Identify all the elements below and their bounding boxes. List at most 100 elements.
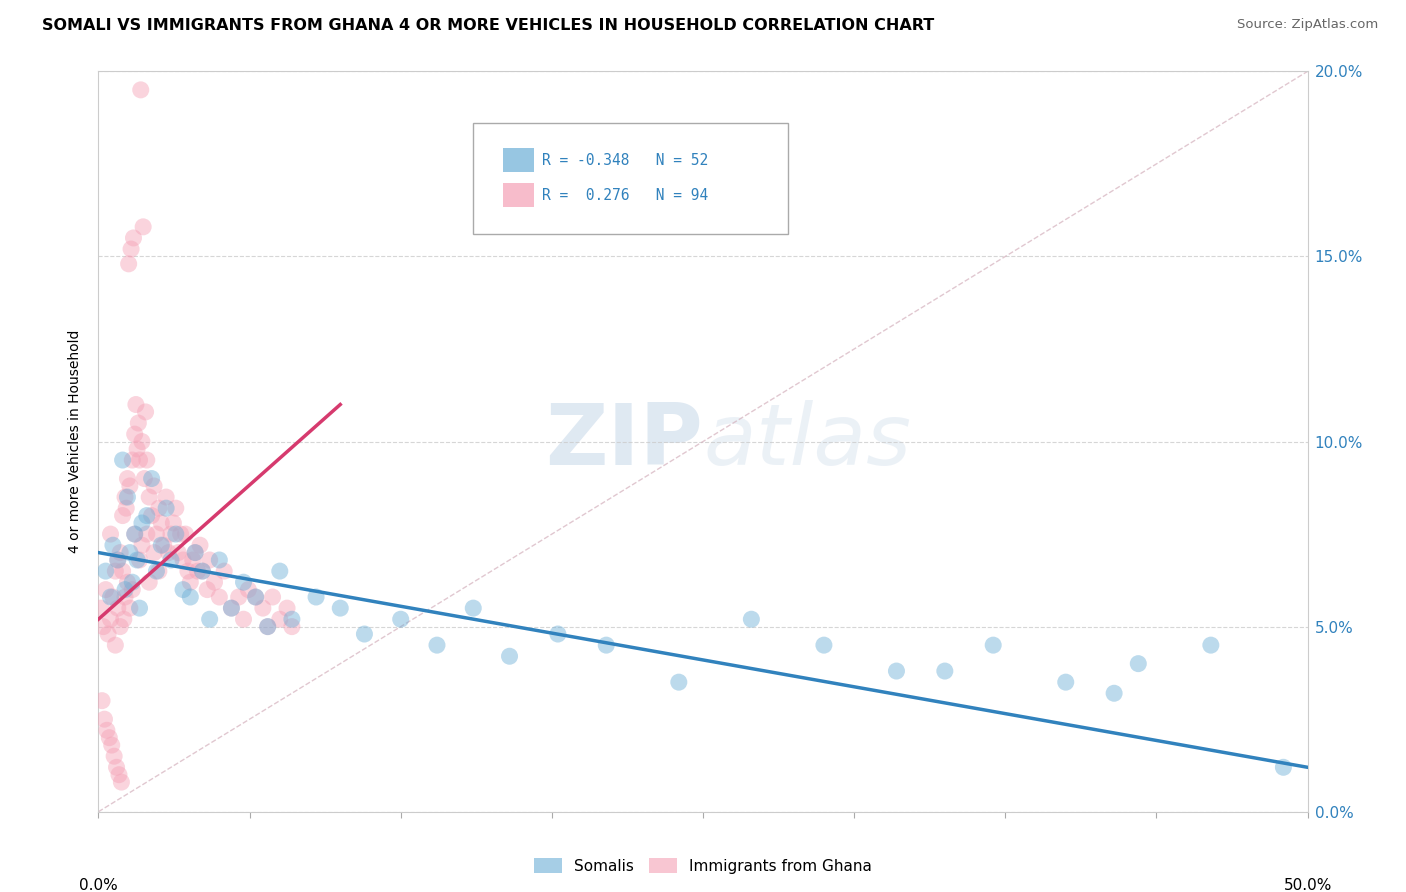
Point — [107, 601, 129, 615]
Point — [118, 546, 141, 560]
Text: 0.0%: 0.0% — [79, 879, 118, 892]
Point — [112, 612, 135, 626]
Point — [228, 590, 250, 604]
Point — [281, 612, 304, 626]
Point — [114, 490, 136, 504]
Point — [934, 664, 956, 678]
Point — [111, 508, 134, 523]
Point — [148, 564, 170, 578]
Bar — [503, 183, 534, 207]
Point — [145, 527, 167, 541]
Point — [103, 749, 125, 764]
Point — [148, 501, 170, 516]
Point — [91, 619, 114, 633]
Text: SOMALI VS IMMIGRANTS FROM GHANA 4 OR MORE VEHICLES IN HOUSEHOLD CORRELATION CHAR: SOMALI VS IMMIGRANTS FROM GHANA 4 OR MOR… — [42, 18, 935, 33]
Y-axis label: 4 or more Vehicles in Household: 4 or more Vehicles in Household — [69, 330, 83, 553]
Point — [198, 553, 221, 567]
Point — [245, 590, 267, 604]
Point — [128, 453, 150, 467]
Point — [100, 612, 122, 626]
Point — [124, 427, 146, 442]
Point — [138, 490, 160, 504]
Point — [120, 242, 142, 256]
Point — [131, 434, 153, 449]
Point — [134, 471, 156, 485]
Point — [1054, 675, 1077, 690]
Point — [1199, 638, 1222, 652]
Point — [117, 575, 139, 590]
Point — [131, 538, 153, 552]
Point — [155, 490, 177, 504]
Point — [155, 501, 177, 516]
Point — [90, 601, 112, 615]
Point — [125, 398, 148, 412]
Point — [127, 442, 149, 456]
Text: R =  0.276   N = 94: R = 0.276 N = 94 — [543, 187, 709, 202]
Point — [981, 638, 1004, 652]
Point — [204, 575, 226, 590]
Point — [107, 553, 129, 567]
Point — [132, 219, 155, 234]
Point — [184, 546, 207, 560]
Point — [740, 612, 762, 626]
Point — [165, 527, 187, 541]
Point — [131, 516, 153, 530]
Point — [117, 490, 139, 504]
Point — [135, 405, 157, 419]
Point — [245, 590, 267, 604]
Point — [124, 527, 146, 541]
Point — [305, 590, 328, 604]
Point — [97, 627, 120, 641]
Point — [174, 527, 197, 541]
Point — [91, 694, 114, 708]
Point — [195, 582, 218, 597]
Legend: Somalis, Immigrants from Ghana: Somalis, Immigrants from Ghana — [529, 852, 877, 880]
Point — [111, 453, 134, 467]
Point — [118, 601, 141, 615]
Point — [238, 582, 260, 597]
Point — [191, 564, 214, 578]
Point — [160, 553, 183, 567]
Point — [150, 516, 173, 530]
Point — [221, 601, 243, 615]
Point — [165, 501, 187, 516]
Point — [269, 564, 291, 578]
Point — [177, 564, 200, 578]
Point — [135, 453, 157, 467]
Point — [145, 564, 167, 578]
Point — [141, 471, 163, 485]
Point — [181, 553, 204, 567]
Point — [160, 527, 183, 541]
Point — [101, 538, 124, 552]
Point — [128, 553, 150, 567]
Point — [127, 553, 149, 567]
Point — [100, 590, 122, 604]
Point — [232, 612, 254, 626]
Point — [107, 553, 129, 567]
Point — [129, 83, 152, 97]
Text: Source: ZipAtlas.com: Source: ZipAtlas.com — [1237, 18, 1378, 31]
Point — [135, 508, 157, 523]
Point — [329, 601, 352, 615]
Point — [668, 675, 690, 690]
Point — [179, 590, 201, 604]
Point — [232, 575, 254, 590]
Point — [135, 527, 157, 541]
Point — [252, 601, 274, 615]
Point — [184, 546, 207, 560]
Point — [108, 767, 131, 781]
Point — [547, 627, 569, 641]
Point — [1128, 657, 1150, 671]
Point — [100, 738, 122, 752]
Point — [167, 546, 190, 560]
Point — [276, 601, 298, 615]
Point — [111, 564, 134, 578]
Point — [118, 479, 141, 493]
Point — [813, 638, 835, 652]
Point — [143, 546, 166, 560]
Point — [256, 619, 278, 633]
Point — [143, 479, 166, 493]
Point — [138, 575, 160, 590]
Point — [114, 590, 136, 604]
Point — [150, 538, 173, 552]
